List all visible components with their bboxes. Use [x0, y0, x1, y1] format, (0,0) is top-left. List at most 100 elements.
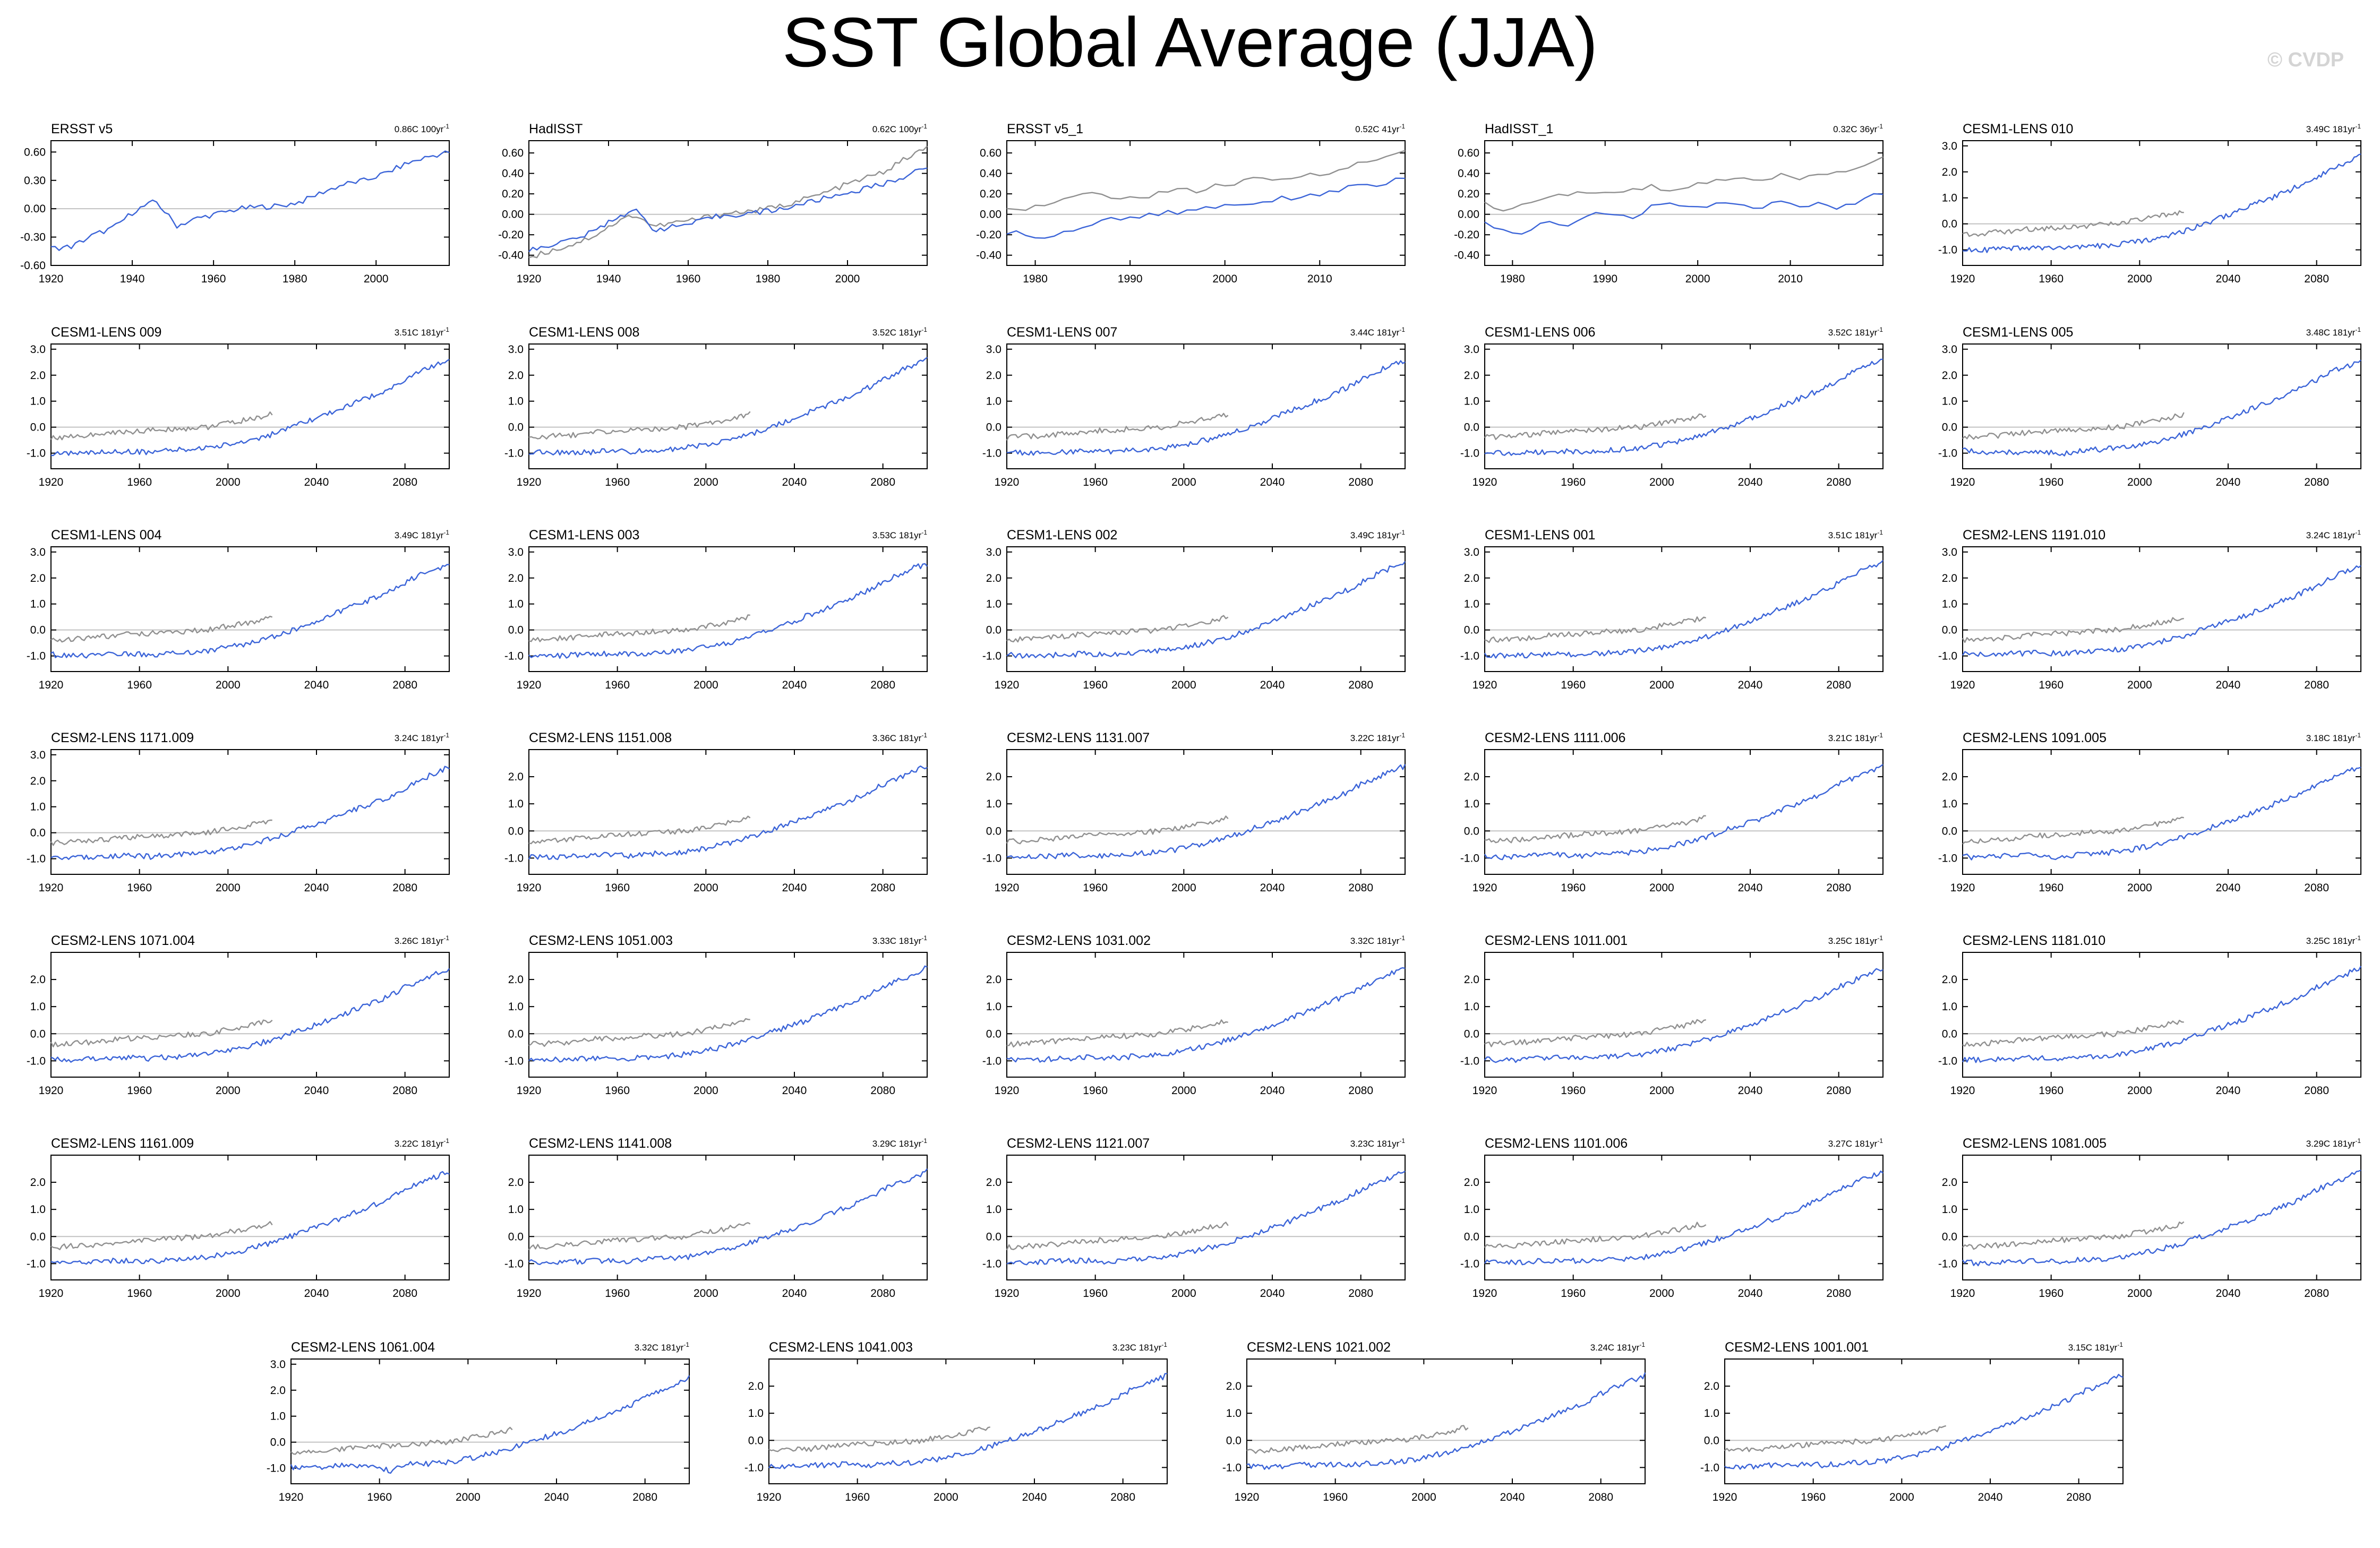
observed-series-line: [1484, 1019, 1706, 1047]
chart-panel: HadISST_1 0.32C 36yr-1 -0.40 -0.20 0.00 0.20 0…: [1454, 122, 1884, 285]
x-tick-label: 1960: [367, 1491, 392, 1503]
chart-panel: CESM1-LENS 009 3.51C 181yr-1 -1.0 0.0 1.0 2.0…: [27, 325, 450, 488]
x-tick-label: 2080: [1348, 882, 1373, 894]
trend-label: 3.51C 181yr-1: [1828, 529, 1884, 540]
y-tick-label: 3.0: [508, 546, 524, 558]
chart-panel: CESM1-LENS 006 3.52C 181yr-1 -1.0 0.0 1.0 2.0…: [1460, 325, 1884, 488]
x-tick-label: 1960: [605, 1085, 630, 1097]
x-tick-label: 2080: [392, 476, 417, 488]
x-tick-label: 1920: [517, 882, 542, 894]
y-tick-label: 3.0: [986, 546, 1001, 558]
plot-frame: [1962, 140, 2361, 266]
y-tick-label: 0.40: [1458, 168, 1479, 180]
chart-panel: CESM2-LENS 1071.004 3.26C 181yr-1 -1.0 0.0 1…: [27, 933, 450, 1097]
y-tick-label: 1.0: [30, 801, 46, 813]
trend-label: 0.52C 41yr-1: [1355, 123, 1405, 134]
observed-series-line: [528, 411, 751, 440]
trend-label: 3.44C 181yr-1: [1350, 326, 1406, 338]
plot-frame: [1006, 546, 1406, 672]
y-tick-label: -1.0: [27, 1258, 46, 1270]
chart-panel: CESM2-LENS 1191.010 3.24C 181yr-1 -1.0 0.0 1…: [1938, 528, 2361, 691]
trend-label: 3.22C 181yr-1: [1350, 732, 1406, 743]
y-tick-label: 2.0: [1464, 369, 1479, 382]
observed-series-line: [1006, 815, 1229, 845]
x-tick-label: 2000: [1649, 882, 1674, 894]
trend-exponent: -1: [2355, 1137, 2361, 1145]
plot-frame: [50, 1155, 450, 1280]
plot-frame: [1962, 546, 2361, 672]
y-tick-label: -1.0: [982, 1258, 1001, 1270]
plot-frame: [1006, 343, 1406, 469]
y-tick-label: 1.0: [1942, 798, 1957, 810]
x-tick-label: 2000: [2127, 882, 2152, 894]
y-tick-label: -1.0: [982, 1055, 1001, 1067]
y-tick-label: 0.0: [986, 624, 1001, 637]
y-tick-label: -0.20: [1454, 229, 1479, 241]
trend-value: 0.52C 41yr: [1355, 124, 1399, 134]
y-tick-label: -0.40: [1454, 250, 1479, 262]
x-tick-label: 1920: [1472, 882, 1497, 894]
x-tick-label: 1960: [2039, 1287, 2064, 1300]
observed-series-line: [528, 1018, 750, 1047]
x-tick-label: 2000: [694, 679, 718, 691]
plot-frame: [528, 1155, 928, 1280]
y-tick-label: 3.0: [1464, 546, 1479, 558]
model-series-line: [1484, 358, 1884, 456]
trend-value: 3.29C 181yr: [872, 1139, 922, 1149]
model-series-line: [1962, 359, 2361, 457]
x-tick-label: 2000: [1649, 1085, 1674, 1097]
y-tick-label: 0.0: [508, 422, 524, 434]
y-tick-label: 1.0: [1942, 395, 1957, 408]
y-tick-label: -1.0: [1222, 1461, 1242, 1474]
x-tick-label: 2040: [2216, 679, 2241, 691]
x-tick-label: 2080: [2304, 476, 2329, 488]
y-tick-label: 0.0: [1464, 422, 1479, 434]
panel-title: ERSST v5: [51, 122, 113, 136]
y-tick-label: -1.0: [1938, 1055, 1957, 1067]
x-tick-label: 1960: [1561, 882, 1586, 894]
y-tick-label: 2.0: [30, 974, 46, 986]
x-tick-label: 2040: [782, 679, 807, 691]
x-tick-label: 2040: [2216, 1085, 2241, 1097]
x-tick-label: 1920: [39, 1287, 64, 1300]
observed-series-line: [1962, 1221, 2185, 1250]
x-tick-label: 2000: [216, 476, 241, 488]
x-tick-label: 1980: [282, 273, 307, 285]
y-tick-label: -1.0: [27, 1055, 46, 1067]
y-tick-label: -1.0: [27, 853, 46, 865]
model-series-line: [1006, 360, 1406, 456]
chart-panel: CESM1-LENS 002 3.49C 181yr-1 -1.0 0.0 1.0 2.0…: [982, 528, 1406, 691]
x-tick-label: 1920: [995, 476, 1020, 488]
x-tick-label: 1940: [596, 273, 621, 285]
panel-title: CESM1-LENS 007: [1007, 325, 1117, 340]
y-tick-label: -1.0: [1700, 1461, 1719, 1474]
x-tick-label: 1920: [1950, 679, 1975, 691]
model-series-line: [50, 564, 450, 659]
x-tick-label: 1920: [1472, 1085, 1497, 1097]
panel-title: CESM2-LENS 1091.005: [1963, 730, 2107, 745]
x-tick-label: 2010: [1307, 273, 1332, 285]
y-tick-label: 0.00: [1458, 209, 1479, 221]
x-tick-label: 2040: [782, 1287, 807, 1300]
panel-title: CESM2-LENS 1051.003: [529, 933, 673, 948]
observed-series-line: [1962, 412, 2185, 440]
y-tick-label: 2.0: [986, 1176, 1001, 1189]
x-tick-label: 1960: [1801, 1491, 1826, 1503]
y-tick-label: -1.0: [982, 650, 1001, 663]
chart-panel: CESM1-LENS 004 3.49C 181yr-1 -1.0 0.0 1.0 2.0…: [27, 528, 450, 691]
x-tick-label: 1960: [2039, 476, 2064, 488]
x-tick-label: 2080: [2304, 1085, 2329, 1097]
model-series-line: [1962, 1169, 2361, 1267]
trend-label: 3.51C 181yr-1: [395, 326, 450, 338]
y-tick-label: -1.0: [504, 1055, 524, 1067]
chart-panel: CESM2-LENS 1001.001 3.15C 181yr-1 -1.0 0.0 1…: [1700, 1340, 2124, 1503]
y-tick-label: 2.0: [1464, 1176, 1479, 1189]
y-tick-label: 2.0: [1942, 974, 1957, 986]
trend-label: 3.49C 181yr-1: [395, 529, 450, 540]
y-tick-label: 1.0: [508, 798, 524, 810]
y-tick-label: 1.0: [270, 1411, 286, 1423]
chart-panel: CESM2-LENS 1141.008 3.29C 181yr-1 -1.0 0.0 1…: [504, 1136, 928, 1300]
x-tick-label: 2080: [870, 1287, 895, 1300]
x-tick-label: 1960: [1323, 1491, 1348, 1503]
y-tick-label: 2.0: [986, 974, 1001, 986]
